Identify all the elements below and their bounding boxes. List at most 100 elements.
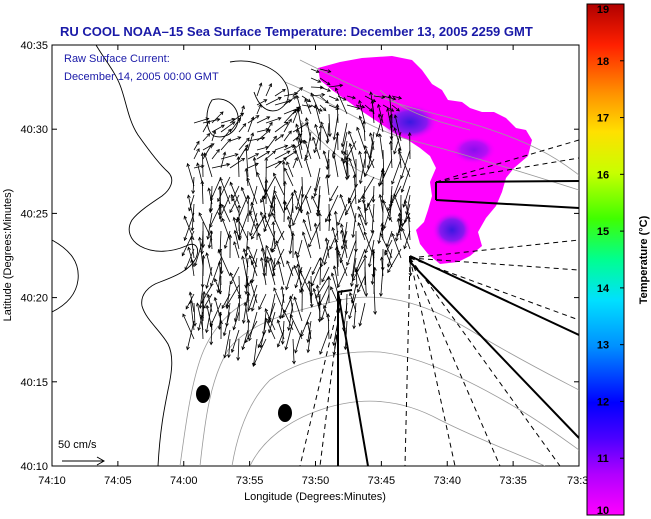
current-vector-head bbox=[234, 153, 239, 157]
current-vector-head bbox=[369, 132, 373, 137]
current-vector-head bbox=[248, 211, 253, 216]
current-vector-head bbox=[330, 286, 334, 291]
current-vector-head bbox=[223, 245, 228, 249]
current-vector-head bbox=[340, 245, 345, 250]
current-vector-head bbox=[268, 83, 272, 88]
current-vector-head bbox=[273, 135, 277, 140]
current-vector-head bbox=[256, 171, 260, 176]
current-vector-head bbox=[260, 199, 264, 204]
current-vector-head bbox=[217, 185, 222, 190]
current-vector bbox=[258, 233, 267, 259]
current-vector-head bbox=[221, 217, 225, 222]
current-vector-head bbox=[329, 245, 333, 250]
current-vector bbox=[271, 212, 285, 241]
y-tick-label: 40:10 bbox=[20, 461, 48, 473]
current-vector-head bbox=[395, 237, 399, 242]
current-vector bbox=[320, 121, 330, 142]
current-vector bbox=[367, 203, 375, 223]
current-vector bbox=[335, 87, 348, 115]
current-vector bbox=[341, 230, 348, 250]
current-vector-head bbox=[236, 357, 241, 362]
current-vector-head bbox=[321, 92, 326, 97]
current-vector bbox=[369, 131, 375, 160]
current-vector bbox=[394, 115, 402, 142]
current-vector-head bbox=[257, 344, 262, 349]
current-vector-head bbox=[181, 252, 186, 257]
current-vector bbox=[184, 212, 195, 241]
current-vector-head bbox=[327, 69, 332, 73]
current-vector bbox=[351, 284, 357, 304]
current-vector bbox=[294, 329, 303, 353]
current-vector-head bbox=[369, 91, 373, 96]
x-axis-label: Longitude (Degrees:Minutes) bbox=[244, 491, 386, 503]
current-vector bbox=[363, 121, 366, 142]
colorbar-tick-label: 15 bbox=[597, 226, 609, 238]
current-vector-head bbox=[219, 111, 224, 116]
current-vector-head bbox=[284, 121, 289, 126]
current-vector-head bbox=[327, 212, 332, 216]
current-vector-head bbox=[292, 222, 296, 227]
current-vector bbox=[351, 257, 357, 287]
current-vector-head bbox=[368, 155, 372, 160]
current-vector-head bbox=[209, 229, 214, 234]
current-vector bbox=[364, 145, 375, 169]
sst-cool-core bbox=[452, 136, 496, 164]
current-vector bbox=[229, 158, 245, 169]
current-vector-head bbox=[361, 195, 366, 199]
current-vector bbox=[400, 149, 411, 179]
current-vector bbox=[234, 230, 240, 250]
current-vector-head bbox=[205, 117, 210, 122]
current-vector bbox=[390, 185, 393, 208]
current-vector bbox=[256, 116, 270, 124]
current-vector-head bbox=[296, 263, 300, 268]
current-vector bbox=[340, 194, 348, 214]
current-vector bbox=[268, 311, 276, 333]
current-vector bbox=[220, 138, 231, 151]
current-vector-head bbox=[228, 234, 233, 238]
current-vector-head bbox=[364, 293, 369, 298]
current-vector bbox=[296, 185, 303, 210]
current-vector bbox=[289, 296, 294, 313]
current-vector bbox=[190, 300, 195, 331]
current-vector bbox=[231, 329, 240, 353]
coastline bbox=[206, 98, 239, 138]
current-vector-head bbox=[382, 200, 387, 205]
current-vector bbox=[257, 329, 267, 348]
current-vector-head bbox=[286, 260, 290, 265]
current-vector bbox=[245, 230, 249, 256]
current-vector-head bbox=[276, 343, 281, 348]
current-vector-head bbox=[236, 156, 241, 160]
current-vector-head bbox=[332, 265, 337, 270]
current-vector bbox=[221, 293, 231, 309]
current-vector-head bbox=[370, 229, 375, 234]
current-vector bbox=[364, 230, 375, 254]
current-vector-head bbox=[304, 122, 309, 126]
current-vector bbox=[382, 104, 394, 112]
current-vector bbox=[341, 230, 348, 259]
current-vector bbox=[314, 223, 321, 250]
x-tick-label: 74:10 bbox=[38, 475, 66, 487]
current-vector-head bbox=[308, 243, 312, 248]
current-vector-head bbox=[250, 132, 255, 137]
current-vector bbox=[266, 256, 276, 286]
current-vector-head bbox=[218, 311, 223, 316]
current-vector-head bbox=[403, 245, 407, 250]
current-vector bbox=[201, 293, 204, 318]
current-vector bbox=[283, 144, 295, 151]
current-vector bbox=[285, 266, 294, 290]
current-vector-head bbox=[230, 348, 235, 353]
current-vector bbox=[238, 275, 240, 298]
current-vector bbox=[319, 95, 329, 104]
current-vector-head bbox=[293, 189, 298, 194]
current-vector-head bbox=[189, 300, 193, 305]
current-vector-head bbox=[382, 225, 387, 230]
current-vector bbox=[206, 305, 213, 331]
current-vector bbox=[247, 116, 254, 133]
current-vector-head bbox=[205, 252, 210, 257]
current-vector bbox=[323, 150, 330, 169]
current-vector-head bbox=[342, 160, 347, 165]
current-vector-head bbox=[203, 152, 208, 157]
current-vector-head bbox=[233, 229, 238, 234]
current-vector-head bbox=[236, 218, 240, 223]
current-vector bbox=[326, 122, 330, 144]
